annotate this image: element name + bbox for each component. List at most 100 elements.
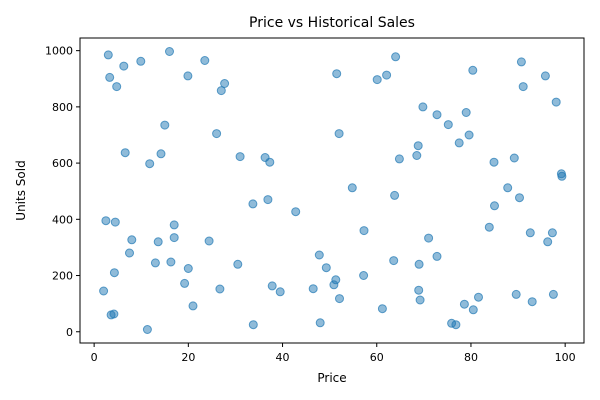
data-point-79 bbox=[468, 65, 478, 75]
data-point-7 bbox=[110, 217, 120, 227]
data-point-3 bbox=[105, 72, 115, 82]
x-tick-label: 60 bbox=[370, 351, 384, 364]
x-tick-label: 80 bbox=[464, 351, 478, 364]
data-point-44 bbox=[308, 284, 318, 294]
data-point-82 bbox=[484, 222, 494, 232]
data-point-25 bbox=[183, 71, 193, 81]
data-point-52 bbox=[335, 294, 344, 304]
data-point-29 bbox=[204, 236, 214, 246]
data-point-10 bbox=[120, 148, 130, 158]
data-point-6 bbox=[109, 268, 119, 278]
data-point-86 bbox=[509, 153, 519, 163]
data-point-32 bbox=[216, 86, 226, 96]
data-point-77 bbox=[461, 108, 471, 117]
data-point-59 bbox=[389, 256, 399, 266]
data-point-51 bbox=[334, 129, 344, 139]
data-point-18 bbox=[156, 149, 166, 159]
data-point-60 bbox=[390, 190, 400, 200]
data-point-28 bbox=[200, 56, 210, 65]
data-point-97 bbox=[551, 97, 561, 107]
data-point-39 bbox=[263, 195, 273, 205]
data-point-45 bbox=[314, 250, 324, 260]
y-axis-label: Units Sold bbox=[14, 160, 28, 220]
data-point-78 bbox=[464, 130, 474, 140]
data-point-81 bbox=[474, 292, 483, 302]
data-point-35 bbox=[235, 152, 245, 162]
data-point-49 bbox=[331, 275, 341, 285]
data-point-57 bbox=[377, 304, 387, 314]
data-point-84 bbox=[490, 201, 499, 211]
data-point-16 bbox=[150, 258, 160, 268]
data-point-96 bbox=[548, 289, 558, 299]
data-point-89 bbox=[516, 57, 526, 67]
data-point-85 bbox=[503, 183, 513, 193]
data-point-53 bbox=[347, 183, 357, 193]
data-point-5 bbox=[109, 309, 119, 319]
data-point-26 bbox=[183, 264, 193, 273]
data-point-9 bbox=[119, 61, 129, 71]
data-point-76 bbox=[459, 299, 469, 309]
data-point-22 bbox=[169, 233, 179, 243]
data-point-71 bbox=[432, 251, 442, 261]
data-point-21 bbox=[166, 257, 176, 267]
data-point-0 bbox=[99, 286, 109, 296]
data-point-55 bbox=[359, 271, 369, 280]
data-point-80 bbox=[468, 305, 478, 315]
y-tick-label: 400 bbox=[52, 213, 73, 226]
data-point-47 bbox=[321, 263, 331, 273]
data-point-17 bbox=[153, 237, 163, 247]
data-point-93 bbox=[540, 71, 550, 81]
data-point-13 bbox=[136, 56, 146, 66]
y-tick-label: 200 bbox=[52, 270, 73, 283]
data-point-40 bbox=[265, 157, 275, 167]
data-point-11 bbox=[125, 248, 134, 258]
data-point-90 bbox=[518, 82, 528, 92]
data-point-15 bbox=[145, 159, 155, 169]
data-point-46 bbox=[315, 318, 325, 328]
data-point-12 bbox=[127, 235, 137, 245]
x-axis-ticks: 0 20 40 60 80 100 bbox=[91, 343, 576, 364]
data-point-1 bbox=[101, 216, 111, 226]
y-tick-label: 800 bbox=[52, 101, 73, 114]
data-point-30 bbox=[212, 129, 222, 139]
data-point-63 bbox=[412, 151, 422, 160]
data-point-62 bbox=[394, 154, 404, 164]
data-point-8 bbox=[112, 82, 122, 92]
data-point-87 bbox=[511, 289, 521, 299]
y-tick-label: 1000 bbox=[45, 45, 73, 58]
x-axis-label: Price bbox=[317, 371, 346, 385]
data-point-72 bbox=[443, 120, 453, 130]
data-point-83 bbox=[489, 157, 499, 167]
data-point-19 bbox=[160, 120, 170, 130]
data-point-58 bbox=[382, 70, 392, 80]
data-point-88 bbox=[515, 193, 524, 203]
data-point-75 bbox=[454, 138, 464, 148]
data-point-24 bbox=[180, 278, 190, 288]
data-point-70 bbox=[432, 110, 442, 120]
data-point-27 bbox=[188, 301, 198, 311]
data-point-56 bbox=[372, 75, 382, 85]
data-point-94 bbox=[543, 237, 553, 247]
x-tick-label: 100 bbox=[555, 351, 576, 364]
data-point-66 bbox=[414, 259, 424, 269]
data-point-2 bbox=[103, 50, 113, 60]
data-point-42 bbox=[275, 287, 285, 297]
data-point-43 bbox=[291, 207, 301, 217]
data-point-65 bbox=[414, 285, 424, 295]
data-point-67 bbox=[415, 295, 425, 305]
data-point-37 bbox=[248, 320, 258, 330]
data-point-74 bbox=[451, 320, 461, 330]
y-tick-label: 0 bbox=[66, 326, 73, 339]
x-tick-label: 0 bbox=[91, 351, 98, 364]
data-point-34 bbox=[233, 259, 243, 269]
data-points bbox=[99, 47, 567, 334]
x-tick-label: 20 bbox=[181, 351, 195, 364]
data-point-95 bbox=[547, 228, 557, 238]
data-point-36 bbox=[248, 199, 258, 209]
x-tick-label: 40 bbox=[276, 351, 290, 364]
data-point-99 bbox=[557, 171, 567, 181]
y-tick-label: 600 bbox=[52, 157, 73, 170]
data-point-14 bbox=[142, 325, 152, 334]
data-point-61 bbox=[391, 52, 401, 62]
